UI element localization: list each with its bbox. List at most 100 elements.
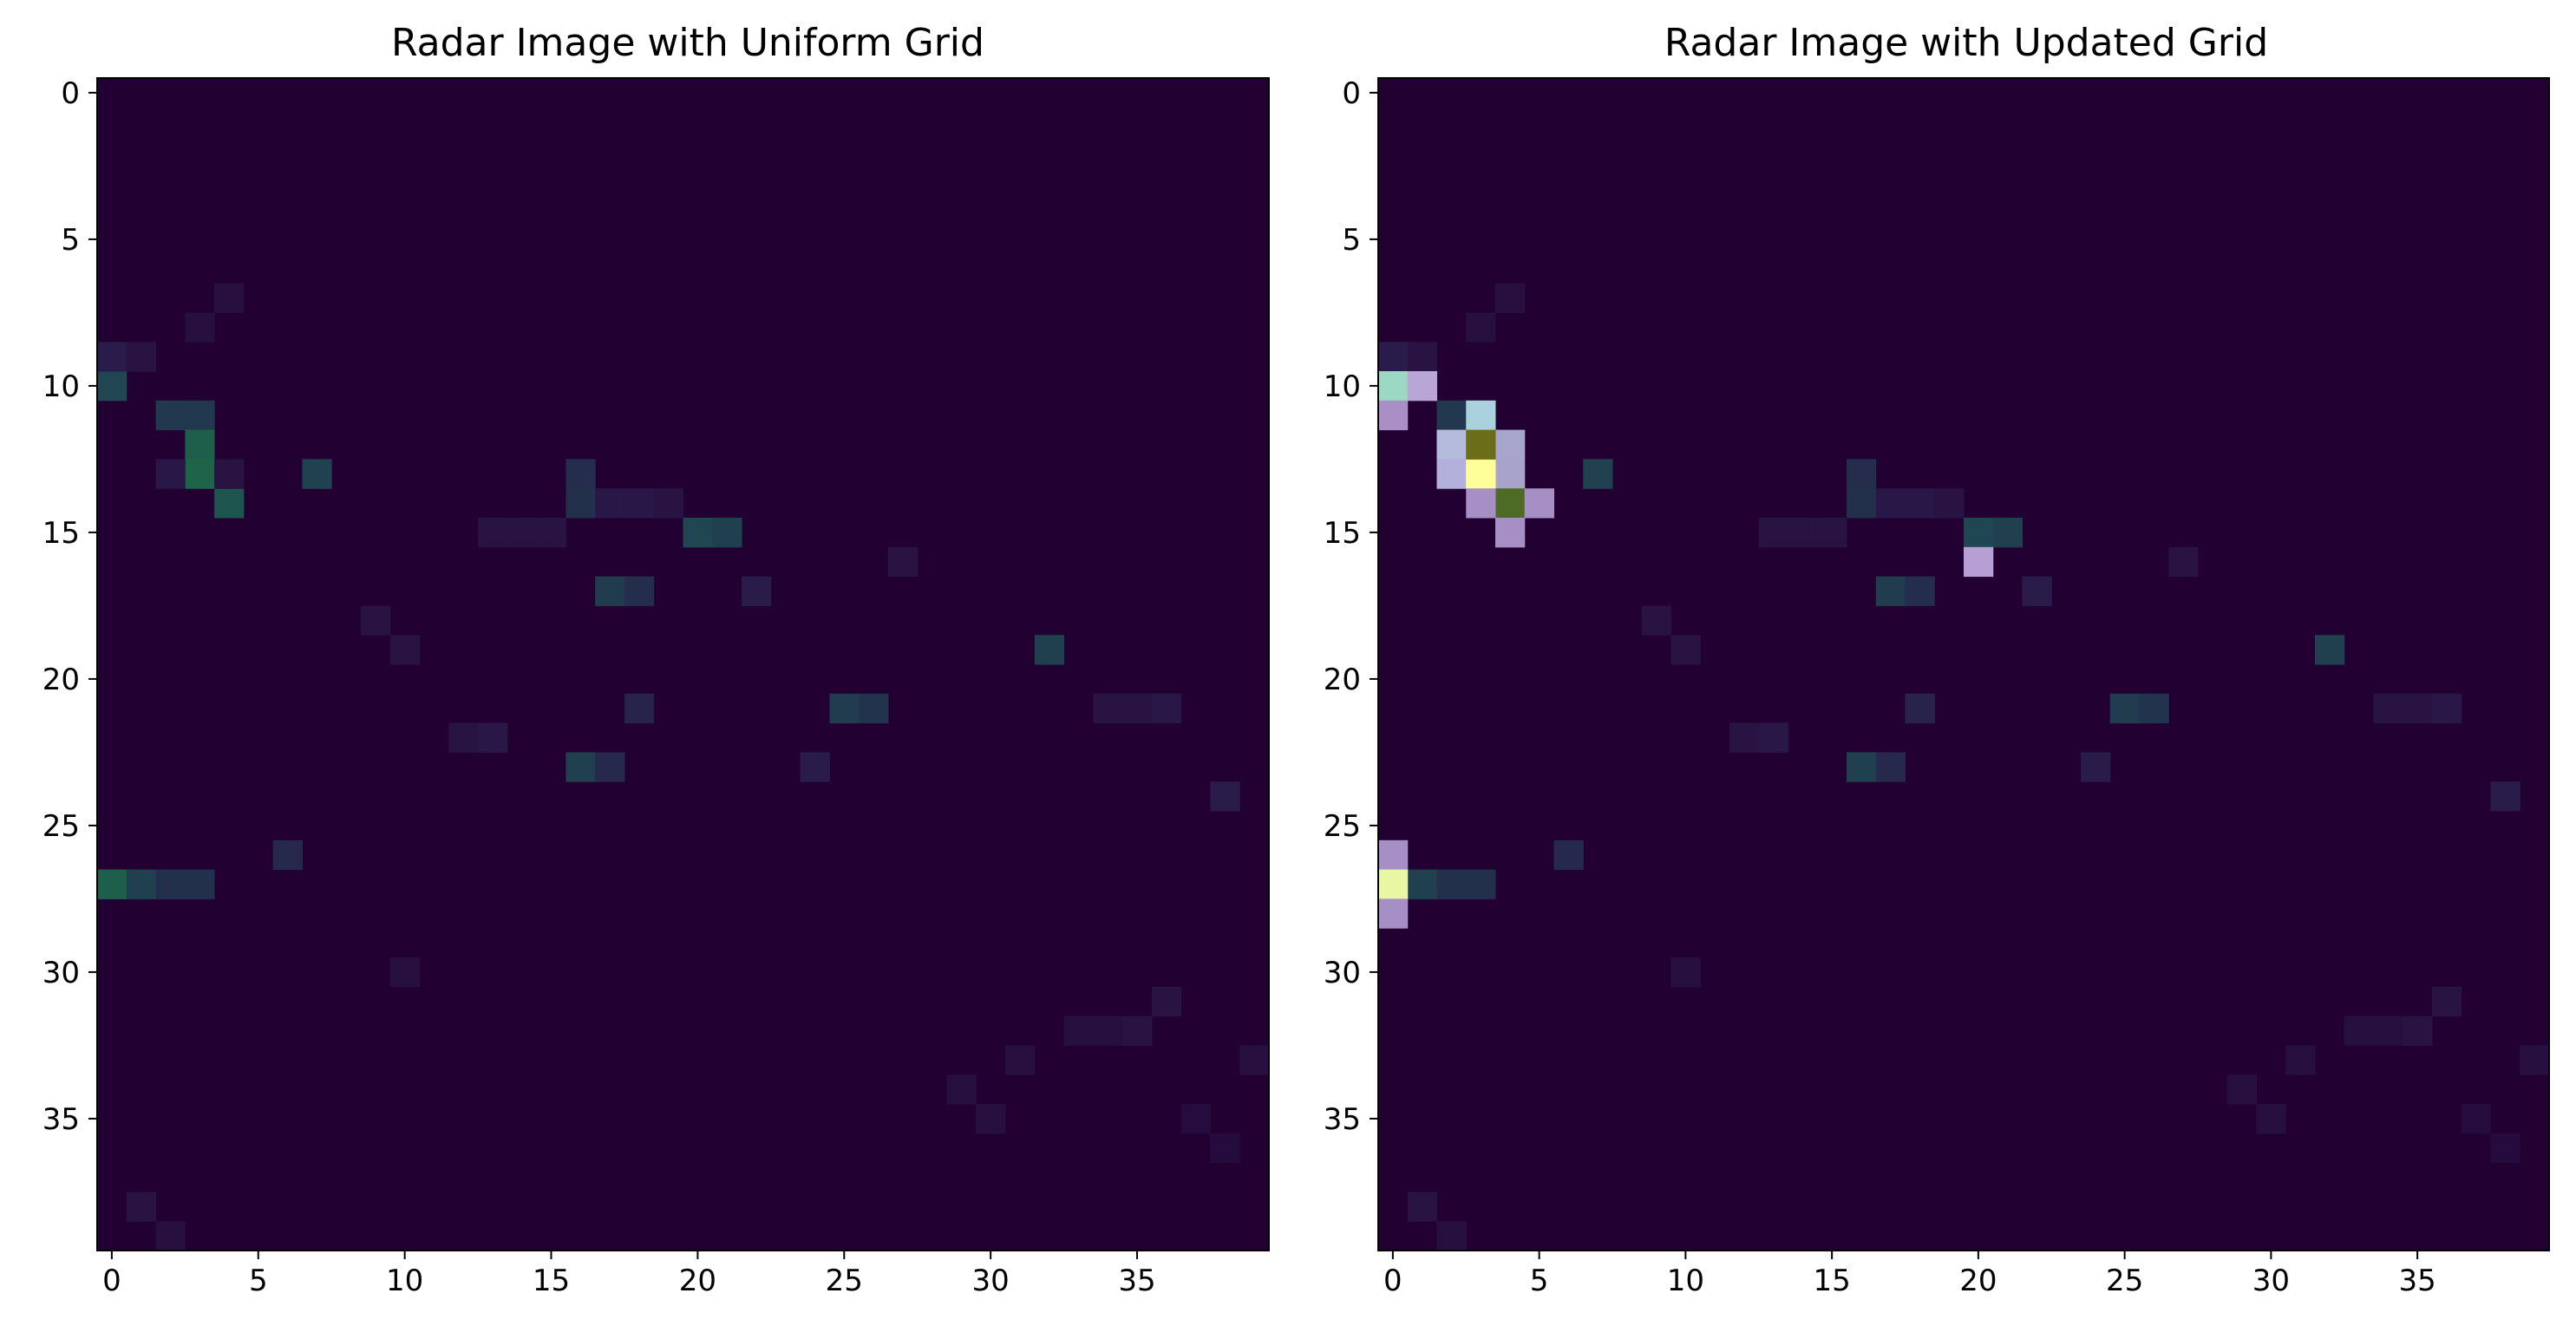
y-tick-label: 30 (1324, 956, 1361, 990)
heatmap-cell (1905, 576, 1935, 606)
heatmap-cell (214, 459, 245, 489)
heatmap-cell (272, 839, 303, 871)
heatmap-cell (1063, 1016, 1094, 1046)
heatmap-cells-right (1378, 78, 2550, 1251)
y-tick-label: 10 (42, 369, 80, 404)
heatmap-cell (1847, 488, 1877, 519)
heatmap-cell (185, 459, 215, 489)
y-tick-label: 30 (42, 956, 80, 990)
heatmap-cell (2432, 986, 2462, 1017)
overlay-cell (1495, 518, 1526, 548)
overlay-cell (1495, 488, 1526, 519)
overlay-cell (1466, 429, 1496, 460)
heatmap-cell (2461, 1104, 2491, 1134)
x-tick-label: 5 (1530, 1264, 1549, 1298)
tick-group-left: 0 5 10 15 20 25 30 35 0 5 10 15 20 25 30 35 (42, 76, 1156, 1298)
heatmap-cell (155, 1221, 186, 1251)
heatmap-cell (2256, 1104, 2286, 1134)
heatmap-cell (214, 488, 245, 519)
heatmap-cell (2373, 1016, 2403, 1046)
heatmap-cell (448, 722, 479, 753)
heatmap-cell (976, 1104, 1006, 1134)
heatmap-cell (1788, 518, 1818, 548)
heatmap-cell (97, 342, 127, 372)
overlay-cell (1495, 459, 1526, 489)
heatmap-cell (1758, 518, 1788, 548)
overlay-cell (1407, 371, 1437, 402)
y-tick-label: 35 (42, 1102, 80, 1137)
heatmap-cell (1817, 518, 1847, 548)
heatmap-cell (1729, 722, 1760, 753)
x-tick-label: 35 (1118, 1264, 1155, 1298)
heatmap-cell (712, 518, 742, 548)
overlay-cell (1378, 371, 1409, 402)
x-tick-label: 25 (826, 1264, 863, 1298)
overlay-cell (1466, 400, 1496, 431)
overlay-cell (1378, 869, 1409, 899)
heatmap-cell (1436, 869, 1467, 899)
heatmap-cell (946, 1074, 977, 1105)
heatmap-cell (2139, 693, 2169, 724)
heatmap-cell (126, 869, 157, 899)
heatmap-cell (1210, 1133, 1240, 1164)
heatmap-cell (624, 576, 655, 606)
y-tick-label: 0 (1342, 76, 1361, 111)
heatmap-cell (1905, 488, 1935, 519)
heatmap-cell (1239, 1045, 1270, 1075)
panel-uniform-grid: Radar Image with Uniform Grid 0 5 10 15 20 25… (42, 21, 1270, 1298)
heatmap-cell (566, 752, 596, 782)
heatmap-cell (1847, 752, 1877, 782)
heatmap-cell (566, 459, 596, 489)
heatmap-cell (2490, 1133, 2520, 1164)
heatmap-cell (683, 518, 713, 548)
heatmap-cell (1466, 312, 1496, 343)
overlay-cell (1466, 488, 1496, 519)
heatmap-cell (1407, 342, 1437, 372)
heatmap-cell (214, 283, 245, 313)
heatmap-cell (97, 869, 127, 899)
chart-title-left: Radar Image with Uniform Grid (391, 21, 984, 65)
heatmap-cell (155, 400, 186, 431)
overlay-cell (1964, 546, 1994, 578)
x-tick-label: 5 (249, 1264, 268, 1298)
heatmap-cell (478, 518, 508, 548)
heatmap-cell (185, 869, 215, 899)
overlay-cell (1466, 459, 1496, 489)
overlay-cell (1378, 839, 1409, 871)
heatmap-cell (389, 635, 421, 665)
plot-frame-left (96, 77, 1270, 1251)
overlay-cell (1495, 429, 1526, 460)
heatmap-cell (185, 429, 215, 460)
heatmap-cell (2022, 576, 2052, 606)
heatmap-cell (1436, 1221, 1467, 1251)
heatmap-cell (1758, 722, 1788, 753)
heatmap-cell (478, 722, 508, 753)
heatmap-cell (2168, 546, 2199, 578)
y-tick-label: 25 (42, 809, 80, 844)
heatmap-cell (1093, 1016, 1123, 1046)
heatmap-cell (1641, 605, 1671, 636)
heatmap-cell (829, 693, 860, 724)
heatmap-cell (536, 518, 566, 548)
y-tick-label: 20 (42, 663, 80, 697)
heatmap-cell (126, 342, 157, 372)
overlay-cell (1436, 429, 1467, 460)
x-tick-label: 0 (1383, 1264, 1402, 1298)
heatmap-cell (507, 518, 538, 548)
heatmap-cell (859, 693, 889, 724)
y-tick-label: 5 (61, 223, 80, 258)
heatmap-cell (1180, 1104, 1211, 1134)
heatmap-cell (2109, 693, 2140, 724)
heatmap-cell (1905, 693, 1935, 724)
heatmap-cell (1122, 1016, 1153, 1046)
heatmap-cell (595, 752, 625, 782)
x-tick-label: 30 (2252, 1264, 2290, 1298)
heatmap-cell (155, 459, 186, 489)
heatmap-cell (800, 752, 830, 782)
heatmap-cell (2403, 1016, 2433, 1046)
heatmap-cell (1378, 342, 1409, 372)
heatmap-cell (389, 957, 421, 988)
x-tick-label: 0 (102, 1264, 121, 1298)
x-tick-label: 15 (1813, 1264, 1850, 1298)
